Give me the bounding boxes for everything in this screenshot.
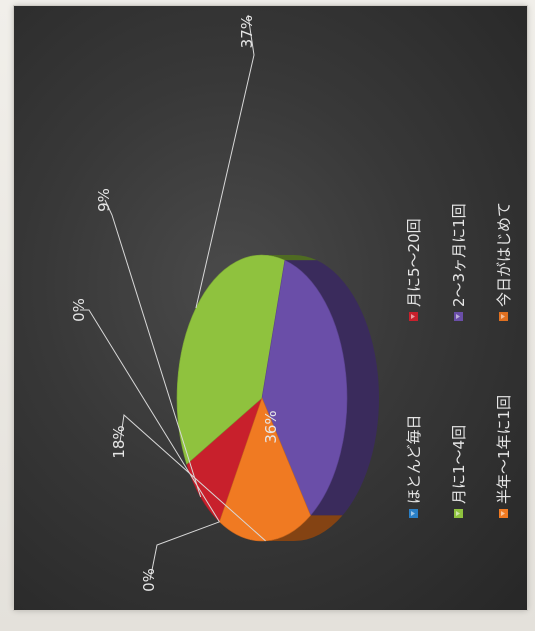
pie-slice-2 — [176, 254, 286, 465]
legend-marker-3 — [456, 314, 460, 319]
leader-line-1 — [104, 199, 202, 498]
legend-marker-5 — [501, 314, 505, 319]
legend-label-0: ほとんど毎日 — [405, 414, 423, 504]
pie-side-2 — [262, 255, 317, 261]
leader-line-2 — [195, 14, 255, 309]
value-label-2: 37% — [238, 15, 256, 48]
legend-marker-2 — [456, 511, 460, 516]
leader-line-0 — [149, 521, 220, 581]
pie-side-4 — [262, 515, 343, 541]
pie-depth — [262, 255, 379, 541]
value-label-3: 36% — [262, 410, 280, 443]
leader-line-4 — [119, 414, 266, 542]
leader-line-5 — [80, 309, 220, 523]
value-label-0: 0% — [140, 568, 158, 592]
value-label-1: 9% — [95, 188, 113, 212]
pie-side-3 — [284, 260, 379, 516]
legend-marker-0 — [411, 511, 415, 516]
chart-screen: 0% 9% 37% 36% 18% 0% ほとんど毎日 月に5〜20回月に1〜4回 2〜3ヶ月… — [14, 6, 527, 610]
legend-label-5: 今日がはじめて — [495, 202, 513, 307]
legend-marker-4 — [501, 511, 505, 516]
legend-label-4: 半年〜1年に1回 — [495, 395, 513, 504]
legend-marker-1 — [411, 314, 415, 319]
legend-label-1: 月に5〜20回 — [405, 218, 423, 307]
value-labels: 0% 9% 37% 36% 18% 0% — [70, 15, 280, 592]
legend-label-2: 月に1〜4回 — [450, 425, 468, 504]
leader-lines — [80, 14, 266, 581]
value-label-4: 18% — [110, 425, 128, 458]
legend-label-3: 2〜3ヶ月に1回 — [450, 203, 468, 307]
pie-slices — [176, 254, 348, 542]
pie-slice-3 — [261, 259, 348, 516]
value-label-5: 0% — [70, 298, 88, 322]
